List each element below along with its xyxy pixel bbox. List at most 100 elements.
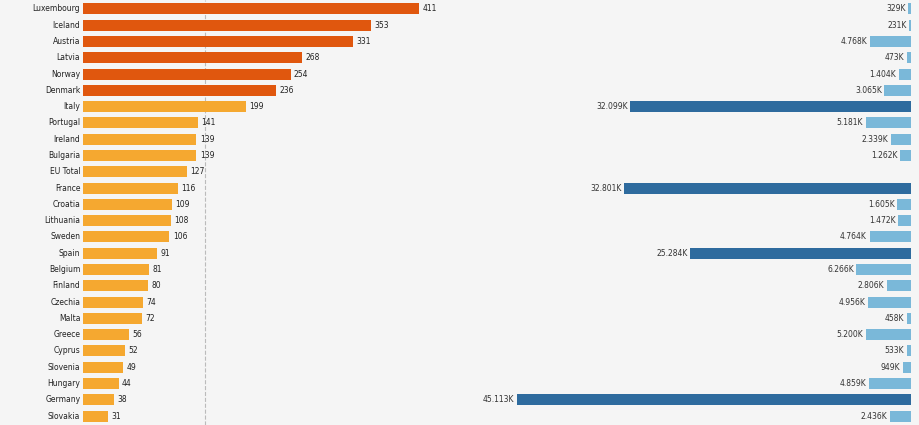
Bar bbox=[906, 52, 910, 63]
Text: 5.200K: 5.200K bbox=[835, 330, 862, 339]
Bar bbox=[83, 346, 125, 357]
Bar bbox=[83, 411, 108, 422]
Text: 4.768K: 4.768K bbox=[839, 37, 866, 46]
Text: 25.284K: 25.284K bbox=[655, 249, 686, 258]
Text: 32.099K: 32.099K bbox=[596, 102, 627, 111]
Text: 2.806K: 2.806K bbox=[857, 281, 883, 290]
Bar bbox=[883, 85, 910, 96]
Bar bbox=[83, 248, 157, 259]
Text: Slovakia: Slovakia bbox=[48, 411, 80, 421]
Bar bbox=[83, 85, 276, 96]
Text: 38: 38 bbox=[117, 395, 127, 404]
Text: 1.404K: 1.404K bbox=[868, 70, 895, 79]
Text: 458K: 458K bbox=[884, 314, 903, 323]
Text: 4.956K: 4.956K bbox=[837, 298, 865, 306]
Text: Lithuania: Lithuania bbox=[44, 216, 80, 225]
Text: 5.181K: 5.181K bbox=[836, 119, 862, 128]
Text: Bulgaria: Bulgaria bbox=[48, 151, 80, 160]
Bar bbox=[899, 150, 910, 161]
Bar bbox=[83, 378, 119, 389]
Text: 473K: 473K bbox=[884, 53, 903, 62]
Text: 533K: 533K bbox=[883, 346, 903, 355]
Bar bbox=[83, 394, 114, 405]
Text: 127: 127 bbox=[189, 167, 204, 176]
Text: 139: 139 bbox=[199, 151, 214, 160]
Bar bbox=[689, 248, 910, 259]
Bar bbox=[865, 117, 910, 128]
Bar bbox=[83, 215, 171, 226]
Bar bbox=[907, 3, 910, 14]
Text: Portugal: Portugal bbox=[48, 119, 80, 128]
Bar bbox=[83, 68, 290, 79]
Text: Luxembourg: Luxembourg bbox=[33, 4, 80, 14]
Bar bbox=[898, 68, 910, 79]
Text: France: France bbox=[55, 184, 80, 193]
Text: 52: 52 bbox=[129, 346, 138, 355]
Text: 2.339K: 2.339K bbox=[860, 135, 887, 144]
Bar bbox=[886, 280, 910, 291]
Text: 31: 31 bbox=[111, 411, 121, 421]
Bar bbox=[902, 362, 910, 373]
Text: 106: 106 bbox=[173, 232, 187, 241]
Text: Finland: Finland bbox=[52, 281, 80, 290]
Text: Latvia: Latvia bbox=[57, 53, 80, 62]
Text: 109: 109 bbox=[175, 200, 189, 209]
Bar bbox=[83, 329, 129, 340]
Text: 231K: 231K bbox=[886, 21, 905, 30]
Bar bbox=[889, 411, 910, 422]
Bar bbox=[896, 199, 910, 210]
Text: Ireland: Ireland bbox=[53, 135, 80, 144]
Bar bbox=[83, 3, 418, 14]
Bar bbox=[856, 264, 910, 275]
Text: Cyprus: Cyprus bbox=[53, 346, 80, 355]
Text: Spain: Spain bbox=[59, 249, 80, 258]
Bar bbox=[83, 362, 123, 373]
Bar bbox=[83, 101, 245, 112]
Bar bbox=[868, 378, 910, 389]
Text: 74: 74 bbox=[146, 298, 156, 306]
Text: 116: 116 bbox=[181, 184, 195, 193]
Text: 91: 91 bbox=[160, 249, 170, 258]
Text: 329K: 329K bbox=[885, 4, 905, 14]
Bar bbox=[908, 20, 910, 31]
Bar bbox=[83, 183, 177, 194]
Bar bbox=[624, 183, 910, 194]
Bar bbox=[516, 394, 910, 405]
Text: 56: 56 bbox=[131, 330, 142, 339]
Bar bbox=[865, 329, 910, 340]
Text: Norway: Norway bbox=[51, 70, 80, 79]
Text: 1.472K: 1.472K bbox=[868, 216, 895, 225]
Text: 1.605K: 1.605K bbox=[867, 200, 893, 209]
Bar bbox=[905, 346, 910, 357]
Text: 81: 81 bbox=[153, 265, 162, 274]
Bar bbox=[83, 134, 197, 145]
Bar bbox=[868, 36, 910, 47]
Bar bbox=[630, 101, 910, 112]
Text: 199: 199 bbox=[248, 102, 263, 111]
Text: Austria: Austria bbox=[52, 37, 80, 46]
Text: EU Total: EU Total bbox=[50, 167, 80, 176]
Bar bbox=[897, 215, 910, 226]
Text: Denmark: Denmark bbox=[45, 86, 80, 95]
Bar bbox=[867, 297, 910, 308]
Text: 254: 254 bbox=[293, 70, 308, 79]
Text: 949K: 949K bbox=[879, 363, 900, 372]
Text: 6.266K: 6.266K bbox=[826, 265, 853, 274]
Text: Malta: Malta bbox=[59, 314, 80, 323]
Text: 139: 139 bbox=[199, 135, 214, 144]
Text: Italy: Italy bbox=[63, 102, 80, 111]
Text: Sweden: Sweden bbox=[51, 232, 80, 241]
Text: 72: 72 bbox=[145, 314, 154, 323]
Text: 80: 80 bbox=[152, 281, 161, 290]
Text: Czechia: Czechia bbox=[51, 298, 80, 306]
Bar bbox=[83, 150, 197, 161]
Text: 1.262K: 1.262K bbox=[870, 151, 897, 160]
Text: Hungary: Hungary bbox=[48, 379, 80, 388]
Text: 44: 44 bbox=[122, 379, 131, 388]
Text: 236: 236 bbox=[278, 86, 293, 95]
Bar bbox=[906, 313, 910, 324]
Text: 268: 268 bbox=[305, 53, 319, 62]
Text: Croatia: Croatia bbox=[52, 200, 80, 209]
Bar bbox=[83, 280, 148, 291]
Text: 32.801K: 32.801K bbox=[590, 184, 621, 193]
